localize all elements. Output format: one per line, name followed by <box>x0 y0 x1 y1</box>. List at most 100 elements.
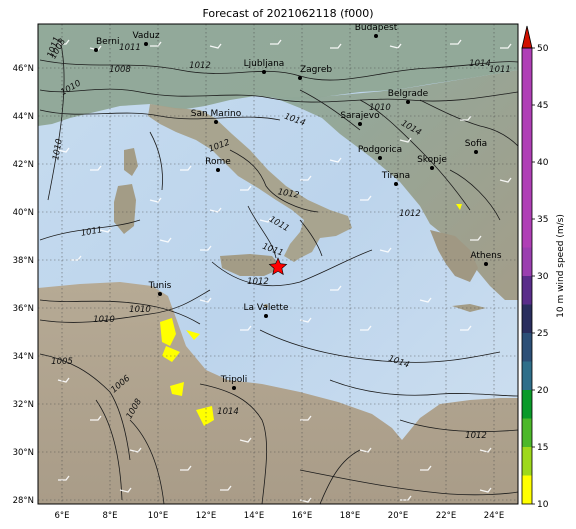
city-dot <box>378 156 382 160</box>
lat-tick-label: 42°N <box>13 160 34 170</box>
colorbar-segment <box>522 133 532 162</box>
colorbar-tick-label: 30 <box>537 272 549 282</box>
colorbar-tick-label: 40 <box>537 158 549 168</box>
isobars <box>39 39 518 504</box>
red-star-marker <box>268 257 288 276</box>
city-label: Sofia <box>465 139 487 149</box>
city-label: Budapest <box>355 23 398 33</box>
lon-tick-label: 12°E <box>196 511 216 521</box>
wind-patch <box>186 330 200 340</box>
lon-tick-label: 18°E <box>340 511 360 521</box>
colorbar-segment <box>522 162 532 191</box>
wind-patch <box>456 204 462 210</box>
city-label: Podgorica <box>358 145 402 155</box>
colorbar-segment <box>522 418 532 447</box>
city-label: Tunis <box>148 281 172 291</box>
lat-tick-label: 34°N <box>13 352 34 362</box>
city-label: La Valette <box>244 303 289 313</box>
isobar-label: 1010 <box>369 103 391 113</box>
city-label: Athens <box>470 251 501 261</box>
colorbar-tick-label: 15 <box>537 443 548 453</box>
colorbar: 10 15 20 25 30 35 40 45 50 <box>521 25 549 510</box>
city-dot <box>264 314 268 318</box>
colorbar-tick-label: 50 <box>537 44 549 54</box>
isobar-label: 1010 <box>51 138 65 161</box>
city-dot <box>144 42 148 46</box>
wind-patch <box>196 406 214 426</box>
isobar-label: 1011 <box>119 43 141 53</box>
isobar-label: 1012 <box>399 209 421 219</box>
city-dot <box>484 262 488 266</box>
colorbar-tick-label: 25 <box>537 329 548 339</box>
lon-tick-label: 8°E <box>102 511 117 521</box>
city-dot <box>430 166 434 170</box>
colorbar-segment <box>522 276 532 305</box>
lat-tick-label: 36°N <box>13 304 34 314</box>
cities: Berni Vaduz Budapest Ljubljana Zagreb Belgrad… <box>94 23 502 390</box>
city-dot <box>94 48 98 52</box>
lon-tick-label: 22°E <box>436 511 456 521</box>
colorbar-segment <box>522 361 532 390</box>
colorbar-segment <box>522 105 532 134</box>
colorbar-segment <box>522 190 532 219</box>
lat-tick-label: 30°N <box>13 448 34 458</box>
isobar-label: 1012 <box>189 61 211 71</box>
wind-patch <box>162 346 180 362</box>
land-italy <box>148 104 352 262</box>
lon-tick-label: 16°E <box>292 511 312 521</box>
land-sicily <box>220 254 282 276</box>
lat-tick-label: 46°N <box>13 64 34 74</box>
colorbar-segment <box>522 333 532 362</box>
city-dot <box>232 386 236 390</box>
city-dot <box>474 150 478 154</box>
city-label: Sarajevo <box>340 111 380 121</box>
wind-patch <box>170 382 184 396</box>
city-dot <box>374 34 378 38</box>
city-label: Zagreb <box>300 65 332 75</box>
lon-tick-label: 20°E <box>388 511 408 521</box>
city-label: Skopje <box>417 155 447 165</box>
city-dot <box>394 182 398 186</box>
city-label: San Marino <box>191 109 242 119</box>
city-dot <box>158 292 162 296</box>
lon-tick-label: 10°E <box>148 511 168 521</box>
city-dot <box>262 70 266 74</box>
isobar-label: 1014 <box>217 407 239 417</box>
colorbar-segment <box>522 447 532 476</box>
colorbar-extend-arrow <box>521 25 533 49</box>
lon-tick-label: 24°E <box>484 511 504 521</box>
colorbar-tick-label: 45 <box>537 101 548 111</box>
isobar-label: 1010 <box>129 305 151 315</box>
land-sardinia <box>114 184 136 234</box>
city-dot <box>358 122 362 126</box>
lat-tick-label: 40°N <box>13 208 34 218</box>
city-dot <box>214 120 218 124</box>
map-frame <box>37 23 519 505</box>
lat-tick-label: 28°N <box>13 496 34 506</box>
isobar-label: 1010 <box>93 315 115 325</box>
city-label: Belgrade <box>388 89 429 99</box>
isobar-label: 1011 <box>489 65 511 75</box>
colorbar-tick-label: 10 <box>537 500 549 510</box>
isobar-label: 1008 <box>109 65 131 75</box>
isobar-label: 1005 <box>51 357 73 367</box>
lat-tick-label: 32°N <box>13 400 34 410</box>
city-dot <box>298 76 302 80</box>
city-label: Tirana <box>381 171 410 181</box>
city-label: Vaduz <box>132 31 159 41</box>
map-title: Forecast of 2021062118 (f000) <box>202 7 374 20</box>
land-corsica <box>124 148 138 176</box>
isobar-label: 1012 <box>277 187 300 201</box>
city-dot <box>216 168 220 172</box>
city-label: Berni <box>96 37 119 47</box>
city-label: Ljubljana <box>244 59 285 69</box>
lon-tick-label: 6°E <box>54 511 69 521</box>
city-dot <box>406 100 410 104</box>
isobar-label: 1014 <box>469 59 491 69</box>
land-greece <box>430 230 478 282</box>
city-label: Rome <box>205 157 231 167</box>
lat-tick-label: 44°N <box>13 112 34 122</box>
colorbar-segment <box>522 48 532 77</box>
